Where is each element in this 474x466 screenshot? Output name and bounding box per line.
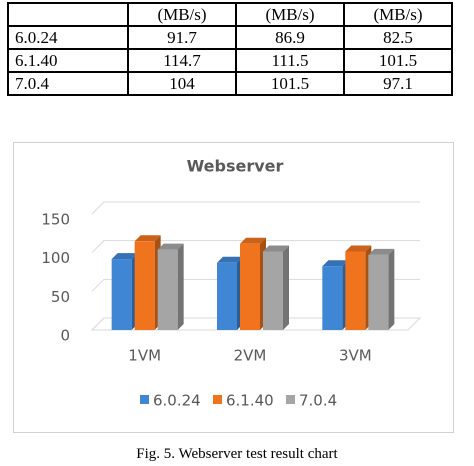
y-tick-label: 50 [51, 288, 70, 306]
y-tick-label: 150 [41, 211, 70, 229]
bar [240, 243, 260, 330]
bar [217, 262, 237, 330]
cell: 91.7 [127, 25, 237, 50]
bar-top [111, 253, 138, 260]
x-tick-label: 3VM [339, 347, 372, 365]
cell: (MB/s) [343, 2, 453, 27]
table-header: (MB/s) (MB/s) (MB/s) [7, 2, 453, 27]
bar-top [240, 237, 266, 244]
bar-side [388, 248, 395, 330]
grid-line [91, 317, 420, 331]
legend-marker [213, 395, 222, 404]
table-row: 7.0.4 104 101.5 97.1 [7, 71, 453, 96]
bar-top [157, 243, 184, 250]
bar [368, 254, 389, 330]
bar [345, 251, 366, 330]
table-row: 6.1.40 114.7 111.5 101.5 [7, 48, 453, 73]
legend-label: 7.0.4 [299, 392, 337, 410]
y-tick-label: 0 [60, 327, 70, 345]
bar-top [368, 248, 395, 255]
bar [263, 251, 283, 330]
cell: 104 [127, 71, 237, 96]
cell: (MB/s) [235, 2, 345, 27]
chart-title: Webserver [187, 157, 284, 176]
caption: Fig. 5. Webserver test result chart [136, 446, 338, 462]
bar [157, 249, 178, 330]
x-tick-label: 1VM [128, 347, 161, 365]
bar [134, 241, 155, 330]
cell: 101.5 [343, 48, 453, 73]
y-tick-label: 100 [41, 249, 70, 267]
bar [111, 259, 132, 330]
bar-side [283, 245, 289, 330]
legend-label: 6.1.40 [226, 392, 274, 410]
legend-label: 6.0.24 [153, 392, 201, 410]
legend-marker [140, 395, 149, 404]
bar-top [345, 245, 372, 252]
grid-line [91, 278, 420, 292]
grid-line [91, 201, 420, 215]
cell: 111.5 [235, 48, 345, 73]
cell: 114.7 [127, 48, 237, 73]
cell: 6.0.24 [7, 25, 129, 50]
cell: 6.1.40 [7, 48, 129, 73]
bar-top [322, 260, 349, 267]
legend-marker [286, 395, 295, 404]
cell: (MB/s) [127, 2, 237, 27]
x-tick-label: 2VM [234, 347, 267, 365]
bar-top [217, 256, 243, 263]
bar-top [263, 245, 289, 252]
cell: 101.5 [235, 71, 345, 96]
chart: Webserver 0 50 100 150 1VM 2VM 3VM 6.0.24 6.1.40… [13, 142, 454, 433]
data-table: (MB/s) (MB/s) (MB/s) 6.0.24 91.7 86.9 82.5 6.… [7, 2, 453, 96]
grid-line [91, 240, 420, 254]
bar-top [134, 235, 161, 242]
bar [322, 266, 343, 330]
cell: 97.1 [343, 71, 453, 96]
cell [7, 2, 129, 27]
cell: 7.0.4 [7, 71, 129, 96]
cell: 86.9 [235, 25, 345, 50]
cell: 82.5 [343, 25, 453, 50]
bar-side [177, 243, 184, 330]
table-row: 6.0.24 91.7 86.9 82.5 [7, 25, 453, 50]
